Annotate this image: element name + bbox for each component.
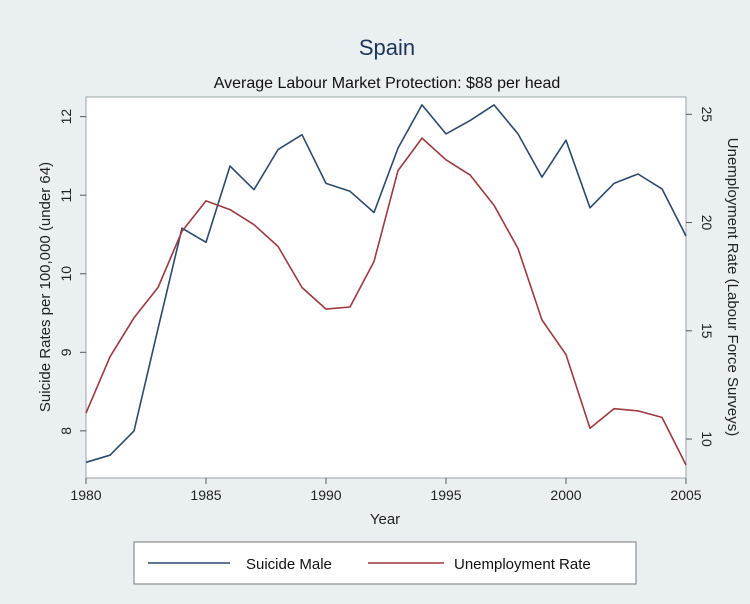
legend-label-suicide-male: Suicide Male (246, 556, 332, 573)
y-left-tick-label: 9 (58, 348, 74, 356)
y-left-tick-label: 11 (58, 188, 74, 203)
y-right-tick-label: 25 (699, 107, 715, 123)
legend: Suicide Male Unemployment Rate (133, 541, 637, 585)
y-axis-left: 8 9 10 11 12 (58, 109, 86, 435)
y-right-tick-label: 15 (699, 323, 715, 339)
x-axis: 1980 1985 1990 1995 2000 2005 (70, 478, 702, 503)
x-tick-label: 2000 (550, 487, 581, 503)
y-axis-right: 10 15 20 25 (686, 107, 715, 447)
x-tick-label: 1985 (190, 487, 221, 503)
y-left-tick-label: 10 (58, 266, 74, 282)
chart-subtitle: Average Labour Market Protection: $88 pe… (214, 75, 561, 92)
legend-label-unemployment-rate: Unemployment Rate (454, 556, 591, 573)
y-right-tick-label: 20 (699, 215, 715, 231)
x-tick-label: 1995 (430, 487, 461, 503)
chart-title: Spain (359, 35, 415, 60)
series-lines (85, 104, 687, 466)
x-tick-label: 2005 (670, 487, 701, 503)
y-axis-left-label: Suicide Rates per 100,000 (under 64) (37, 162, 54, 412)
y-left-tick-label: 8 (58, 427, 74, 435)
x-tick-label: 1990 (310, 487, 341, 503)
y-right-tick-label: 10 (699, 431, 715, 447)
plot-area (85, 96, 687, 479)
x-axis-label: Year (370, 511, 400, 528)
y-left-tick-label: 12 (58, 109, 74, 125)
y-axis-right-label: Unemployment Rate (Labour Force Surveys) (724, 138, 741, 436)
x-tick-label: 1980 (70, 487, 101, 503)
series-line-unemployment-rate (85, 137, 687, 466)
series-line-suicide-male (85, 104, 687, 464)
